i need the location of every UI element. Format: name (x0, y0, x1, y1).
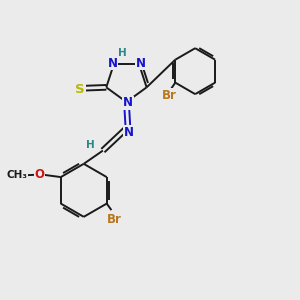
Text: N: N (124, 125, 134, 139)
Text: H: H (86, 140, 95, 150)
Text: Br: Br (107, 213, 122, 226)
Text: O: O (34, 168, 45, 181)
Text: CH₃: CH₃ (6, 170, 27, 180)
Text: N: N (123, 96, 133, 109)
Text: N: N (107, 57, 118, 70)
Text: H: H (118, 48, 127, 58)
Text: Br: Br (162, 88, 177, 101)
Text: N: N (135, 57, 146, 70)
Text: S: S (75, 83, 85, 96)
